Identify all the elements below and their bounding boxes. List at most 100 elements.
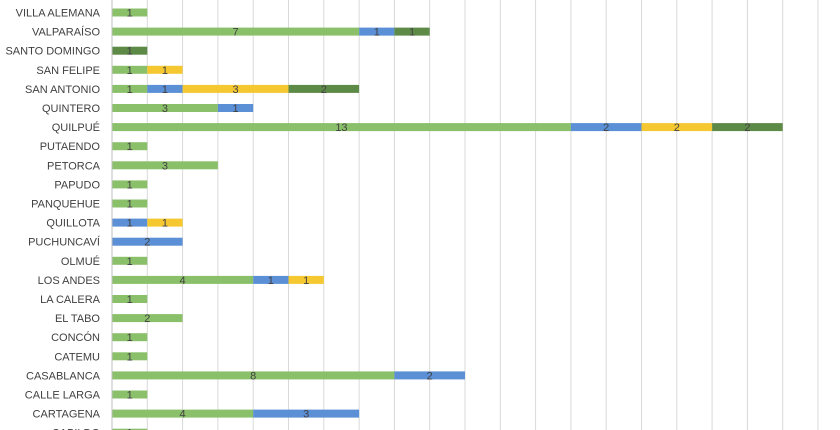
data-label: 2 <box>144 237 150 249</box>
bar-segment <box>112 142 148 151</box>
category-label: QUILPUÉ <box>52 121 100 134</box>
bar-segment <box>253 275 289 284</box>
data-label: 2 <box>321 84 327 96</box>
bar-segment <box>147 84 183 93</box>
data-label: 4 <box>180 275 186 287</box>
data-label: 1 <box>268 275 274 287</box>
data-label: 1 <box>162 218 168 230</box>
bar-segment <box>112 352 148 361</box>
bar-segment <box>112 123 571 132</box>
data-label: 1 <box>127 256 133 268</box>
data-label: 4 <box>180 409 186 421</box>
data-label: 2 <box>603 122 609 134</box>
category-label: EL TABO <box>55 313 100 325</box>
data-label: 3 <box>232 84 238 96</box>
bar-segment <box>112 46 148 55</box>
data-label: 1 <box>127 218 133 230</box>
bar-segment <box>394 371 465 380</box>
bar-segment <box>641 123 713 132</box>
bar-segment <box>112 295 148 303</box>
category-label: QUILLOTA <box>46 218 100 230</box>
category-label: CONCÓN <box>51 331 100 344</box>
data-label: 13 <box>335 122 347 134</box>
bar-segment <box>570 123 642 132</box>
data-label: 1 <box>232 103 238 115</box>
data-label: 1 <box>127 141 133 153</box>
data-label: 1 <box>127 428 133 430</box>
data-label: 1 <box>127 332 133 344</box>
category-label: SAN FELIPE <box>36 65 100 77</box>
bar-segment <box>112 275 254 284</box>
data-label: 3 <box>162 160 168 172</box>
bar-segment <box>359 27 395 36</box>
category-label: VALPARAÍSO <box>32 26 101 39</box>
category-label: PANQUEHUE <box>31 199 100 211</box>
bar-segment <box>112 428 148 430</box>
data-label: 1 <box>303 275 309 287</box>
bar-segment <box>112 333 148 342</box>
bar-segment <box>112 8 148 17</box>
category-label: QUINTERO <box>42 103 101 115</box>
bar-segment <box>112 180 148 189</box>
bar-segment <box>253 409 360 418</box>
bar-segment <box>182 84 289 93</box>
category-label: PETORCA <box>47 160 101 172</box>
category-label: LOS ANDES <box>38 275 100 287</box>
bar-segment <box>712 123 783 132</box>
bar-segment <box>112 161 218 170</box>
data-label: 1 <box>162 65 168 77</box>
category-label: CALLE LARGA <box>25 390 101 402</box>
bar-segment <box>112 314 183 323</box>
data-label: 1 <box>162 84 168 96</box>
category-label: OLMUÉ <box>61 255 100 268</box>
category-label: CARTAGENA <box>33 409 101 421</box>
bar-segment <box>112 27 360 36</box>
bars-layer: 171111111323113222131111214111211821431 <box>112 8 783 430</box>
bar-segment <box>112 256 148 265</box>
category-label: PUCHUNCAVÍ <box>28 236 101 249</box>
bar-segment <box>288 84 360 93</box>
bar-segment <box>112 409 254 418</box>
data-label: 1 <box>374 27 380 39</box>
bar-segment <box>288 275 324 284</box>
category-label: SAN ANTONIO <box>25 84 100 96</box>
data-label: 1 <box>127 351 133 363</box>
data-label: 2 <box>744 122 750 134</box>
data-label: 3 <box>303 409 309 421</box>
gridlines <box>146 0 819 430</box>
data-label: 1 <box>127 65 133 77</box>
data-label: 8 <box>250 370 256 382</box>
category-label: CABILDO <box>52 428 101 430</box>
category-label: SANTO DOMINGO <box>5 46 100 58</box>
bar-segment <box>112 237 183 246</box>
bar-segment <box>394 27 430 36</box>
bar-segment <box>112 371 395 380</box>
data-label: 1 <box>127 294 133 306</box>
category-labels: VILLA ALEMANA VALPARAÍSO SANTO DOMINGO SAN … <box>5 8 100 430</box>
data-label: 3 <box>162 103 168 115</box>
category-label: VILLA ALEMANA <box>16 8 101 20</box>
bar-segment <box>112 84 148 93</box>
data-label: 2 <box>144 313 150 325</box>
data-label: 1 <box>127 8 133 20</box>
data-label: 1 <box>127 199 133 211</box>
data-label: 1 <box>127 390 133 402</box>
bar-segment <box>112 218 148 227</box>
category-label: LA CALERA <box>40 294 101 306</box>
category-label: PAPUDO <box>54 179 100 191</box>
category-label: CASABLANCA <box>26 370 101 382</box>
category-label: PUTAENDO <box>40 141 101 153</box>
data-label: 2 <box>674 122 680 134</box>
data-label: 1 <box>127 46 133 58</box>
bar-segment <box>112 390 148 399</box>
category-label: CATEMU <box>54 351 100 363</box>
bar-segment <box>217 104 254 112</box>
bar-segment <box>112 65 148 74</box>
bar-segment <box>147 218 183 227</box>
data-label: 2 <box>427 370 433 382</box>
data-label: 1 <box>127 179 133 191</box>
data-label: 1 <box>409 27 415 39</box>
bar-segment <box>112 104 218 112</box>
bar-segment <box>147 65 183 74</box>
